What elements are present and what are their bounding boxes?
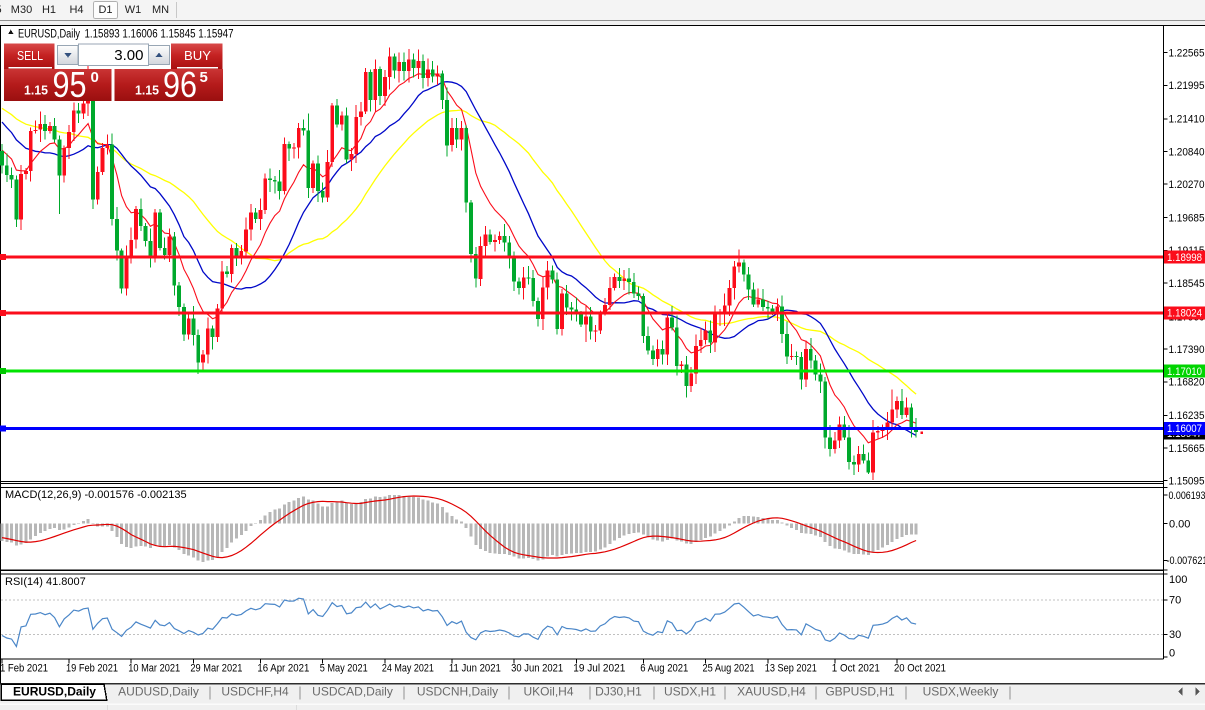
svg-text:1.20840: 1.20840 xyxy=(1169,146,1205,158)
svg-text:3.00: 3.00 xyxy=(114,47,143,64)
svg-text:16 Apr 2021: 16 Apr 2021 xyxy=(257,663,309,675)
svg-text:USDX,H1: USDX,H1 xyxy=(664,685,716,699)
svg-text:USDCHF,H4: USDCHF,H4 xyxy=(221,685,289,699)
svg-text:H1: H1 xyxy=(42,4,56,16)
svg-text:AUDUSD,Daily: AUDUSD,Daily xyxy=(118,685,199,699)
svg-text:1.17010: 1.17010 xyxy=(1167,366,1202,378)
svg-text:30: 30 xyxy=(1169,629,1181,641)
svg-text:SELL: SELL xyxy=(17,48,43,63)
svg-text:1.15: 1.15 xyxy=(135,83,159,98)
svg-text:1.16007: 1.16007 xyxy=(1167,423,1202,435)
svg-text:1.21995: 1.21995 xyxy=(1169,80,1205,92)
svg-text:1.18024: 1.18024 xyxy=(1167,308,1202,320)
svg-text:1.15095: 1.15095 xyxy=(1169,476,1205,488)
svg-text:6 Aug 2021: 6 Aug 2021 xyxy=(640,663,688,675)
svg-text:19 Feb 2021: 19 Feb 2021 xyxy=(66,663,118,675)
svg-text:0: 0 xyxy=(1169,648,1175,660)
svg-text:20 Oct 2021: 20 Oct 2021 xyxy=(894,663,946,675)
svg-text:BUY: BUY xyxy=(184,48,211,63)
svg-text:96: 96 xyxy=(163,64,197,105)
svg-text:0: 0 xyxy=(91,69,99,86)
svg-text:1 Oct 2021: 1 Oct 2021 xyxy=(832,663,880,675)
svg-text:-0.007621: -0.007621 xyxy=(1167,555,1205,567)
svg-text:1.15893 1.16006 1.15845 1.1594: 1.15893 1.16006 1.15845 1.15947 xyxy=(85,29,234,41)
svg-text:1.18998: 1.18998 xyxy=(1167,252,1202,264)
svg-text:W1: W1 xyxy=(125,4,142,16)
svg-text:USDCAD,Daily: USDCAD,Daily xyxy=(312,685,393,699)
svg-text:5: 5 xyxy=(200,69,208,86)
svg-text:USDX,Weekly: USDX,Weekly xyxy=(923,685,999,699)
svg-text:10 Mar 2021: 10 Mar 2021 xyxy=(128,663,180,675)
svg-text:1.20270: 1.20270 xyxy=(1169,179,1205,191)
svg-text:1.15665: 1.15665 xyxy=(1169,443,1205,455)
svg-text:30 Jun 2021: 30 Jun 2021 xyxy=(511,663,563,675)
svg-text:1.16820: 1.16820 xyxy=(1169,377,1205,389)
svg-text:1.18545: 1.18545 xyxy=(1169,278,1205,290)
svg-text:MN: MN xyxy=(152,4,169,16)
svg-text:0.00: 0.00 xyxy=(1169,518,1190,530)
svg-text:13 Sep 2021: 13 Sep 2021 xyxy=(765,663,817,675)
svg-text:25 Aug 2021: 25 Aug 2021 xyxy=(703,663,755,675)
svg-text:UKOil,H4: UKOil,H4 xyxy=(523,685,573,699)
svg-text:RSI(14) 41.8007: RSI(14) 41.8007 xyxy=(5,576,86,588)
svg-text:1 Feb 2021: 1 Feb 2021 xyxy=(0,663,48,675)
svg-text:1.16235: 1.16235 xyxy=(1169,410,1205,422)
svg-text:M30: M30 xyxy=(11,4,32,16)
svg-text:11 Jun 2021: 11 Jun 2021 xyxy=(449,663,501,675)
svg-text:29 Mar 2021: 29 Mar 2021 xyxy=(190,663,242,675)
svg-text:EURUSD,Daily: EURUSD,Daily xyxy=(13,685,96,699)
svg-text:24 May 2021: 24 May 2021 xyxy=(382,663,434,675)
svg-text:1.19685: 1.19685 xyxy=(1169,213,1205,225)
svg-text:19 Jul 2021: 19 Jul 2021 xyxy=(573,663,625,675)
svg-text:70: 70 xyxy=(1169,595,1181,607)
svg-text:EURUSD,Daily: EURUSD,Daily xyxy=(18,29,80,41)
svg-text:D1: D1 xyxy=(98,4,112,16)
svg-text:USDCNH,Daily: USDCNH,Daily xyxy=(417,685,498,699)
svg-text:GBPUSD,H1: GBPUSD,H1 xyxy=(825,685,895,699)
svg-text:1.17390: 1.17390 xyxy=(1169,344,1205,356)
svg-text:95: 95 xyxy=(53,64,87,105)
svg-text:100: 100 xyxy=(1169,574,1187,586)
svg-text:1.15: 1.15 xyxy=(24,83,48,98)
svg-text:1.22565: 1.22565 xyxy=(1169,48,1205,60)
svg-text:MACD(12,26,9) -0.001576 -0.002: MACD(12,26,9) -0.001576 -0.002135 xyxy=(5,489,187,501)
svg-text:XAUUSD,H4: XAUUSD,H4 xyxy=(737,685,806,699)
svg-text:1.21410: 1.21410 xyxy=(1169,114,1205,126)
svg-text:5 May 2021: 5 May 2021 xyxy=(320,663,368,675)
svg-text:H4: H4 xyxy=(69,4,83,16)
svg-text:DJ30,H1: DJ30,H1 xyxy=(595,685,642,699)
svg-text:0.006193: 0.006193 xyxy=(1169,490,1205,502)
svg-text:M5: M5 xyxy=(0,4,2,16)
